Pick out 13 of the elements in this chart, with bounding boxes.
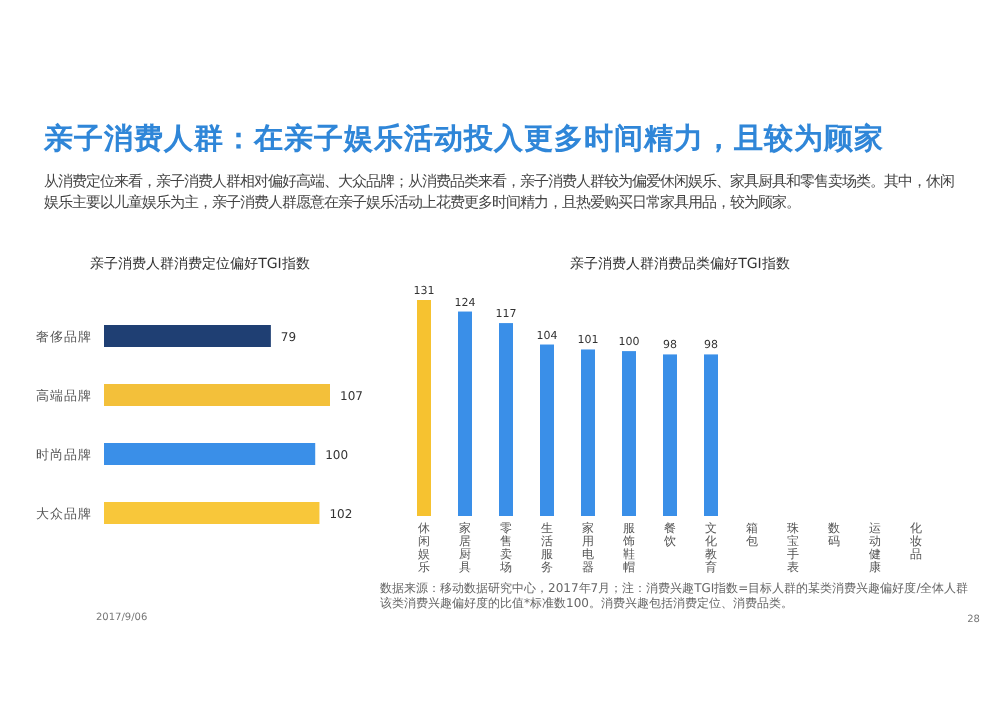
bar	[704, 354, 718, 516]
text: 亲子消费人群：在亲子娱乐活动投入更多时间精力，且较为顾家	[42, 120, 884, 156]
bar	[499, 323, 513, 516]
bar	[663, 354, 677, 516]
bar	[581, 349, 595, 516]
bar	[458, 311, 472, 516]
bar	[417, 300, 431, 516]
bar	[540, 344, 554, 516]
bar	[104, 325, 271, 347]
bar	[622, 351, 636, 516]
bar	[104, 502, 320, 524]
bar	[104, 384, 330, 406]
bar	[104, 443, 316, 465]
